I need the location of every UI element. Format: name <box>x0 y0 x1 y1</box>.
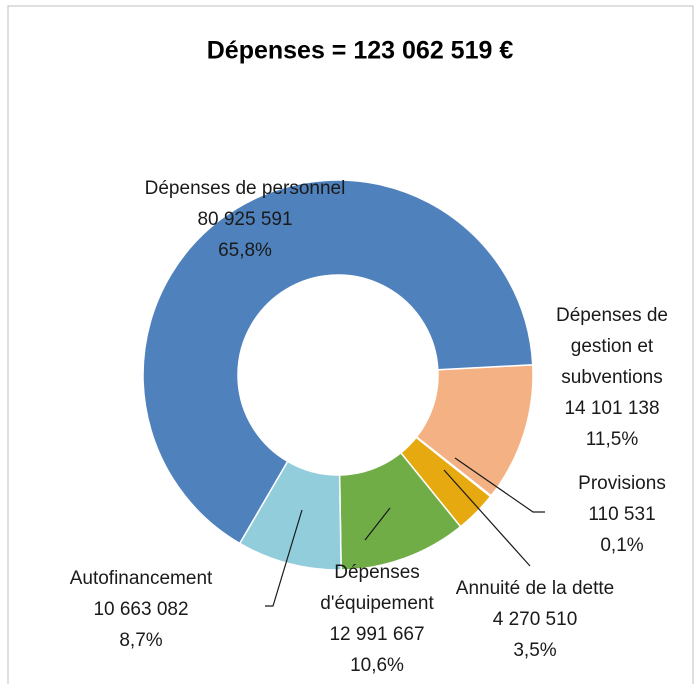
slice-label: Dépenses d'équipement 12 991 667 10,6% <box>312 557 442 681</box>
label-percent: 10,6% <box>350 655 404 676</box>
label-value: 12 991 667 <box>329 624 425 645</box>
slice-label: Dépenses de gestion et subventions 14 101… <box>542 300 682 455</box>
slice <box>142 179 534 545</box>
slice-label: Autofinancement 10 663 082 8,7% <box>31 563 251 656</box>
label-name: Dépenses de personnel <box>144 178 346 199</box>
label-percent: 65,8% <box>218 240 272 261</box>
slices <box>142 179 534 571</box>
label-name: Dépenses de gestion et subventions <box>556 305 668 388</box>
label-percent: 3,5% <box>513 640 557 661</box>
slice-label: Dépenses de personnel 80 925 591 65,8% <box>95 173 395 266</box>
label-value: 10 663 082 <box>93 599 189 620</box>
leader-line <box>443 469 531 567</box>
label-name: Provisions <box>578 473 666 494</box>
label-value: 80 925 591 <box>197 209 293 230</box>
leader-line <box>454 457 545 513</box>
label-name: Autofinancement <box>69 568 213 589</box>
leader-line <box>364 507 391 541</box>
slice-label: Provisions 110 531 0,1% <box>552 468 692 561</box>
slice-label: Annuité de la dette 4 270 510 3,5% <box>425 573 645 666</box>
label-name: Dépenses d'équipement <box>320 562 434 614</box>
label-name: Annuité de la dette <box>455 578 615 599</box>
frame <box>7 5 694 684</box>
label-percent: 11,5% <box>585 429 639 450</box>
label-percent: 8,7% <box>119 630 163 651</box>
leader-line <box>265 509 303 607</box>
leader-lines <box>265 457 545 607</box>
label-value: 4 270 510 <box>492 609 578 630</box>
chart-title: Dépenses = 123 062 519 € <box>207 37 514 65</box>
label-value: 14 101 138 <box>564 398 660 419</box>
label-value: 110 531 <box>588 504 656 525</box>
label-percent: 0,1% <box>600 535 644 556</box>
